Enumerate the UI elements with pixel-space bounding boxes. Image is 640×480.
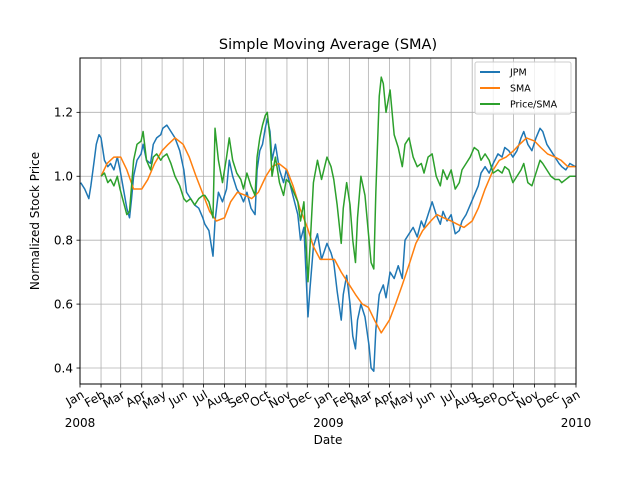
y-tick-label: 0.4 [54,361,73,375]
plot-lines [80,76,576,372]
x-tick-label: Jul [190,387,210,407]
grid [79,58,577,384]
y-tick-label: 1.2 [54,106,73,120]
y-tick-label: 1.0 [54,170,73,184]
y-tick-label: 0.8 [54,233,73,247]
legend-label-price-sma: Price/SMA [510,100,558,111]
legend-label-jpm: JPM [509,68,527,79]
y-axis-label: Normalized Stock Price [28,152,42,290]
chart-title: Simple Moving Average (SMA) [219,37,437,53]
x-tick-year-label: 2008 [65,416,96,430]
legend-box [474,61,572,115]
y-tick-label: 0.6 [54,297,73,311]
legend: JPM SMA Price/SMA [474,61,572,115]
series-line-price-sma [100,76,576,283]
x-tick-label: Jul [437,387,457,407]
series-line-sma [100,137,576,334]
x-tick-year-label: 2010 [561,416,592,430]
x-axis-label: Date [314,433,343,447]
legend-label-sma: SMA [510,84,531,95]
x-tick-year-label: 2009 [313,416,344,430]
